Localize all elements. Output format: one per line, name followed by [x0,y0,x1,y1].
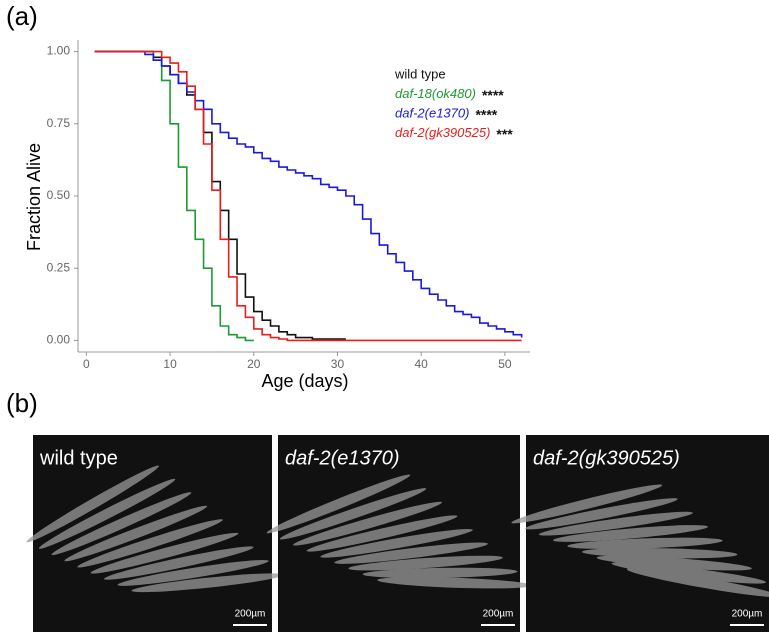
worm [90,532,239,574]
image-label: daf-2(e1370) [285,447,400,469]
legend-entry: daf-18(ok480) [395,86,476,101]
worm [279,488,427,540]
survival-curve [94,50,254,342]
x-tick-label: 0 [83,357,90,371]
legend-entry: wild type [394,66,446,81]
worms [511,484,769,598]
worm [524,498,678,530]
y-tick-label: 0.25 [47,260,71,274]
x-tick-label: 50 [498,357,512,371]
worm [567,537,723,550]
scale-bar-label: 200µm [483,609,514,620]
worms [26,465,284,593]
worm [103,546,254,580]
image-label: wild type [39,447,118,469]
x-tick-label: 10 [163,357,177,371]
legend-entry: daf-2(e1370) [395,105,469,120]
y-tick-label: 1.00 [47,44,71,58]
worm [266,474,411,534]
survival-curve [94,50,522,342]
worm [611,562,766,584]
significance: *** [496,126,513,142]
x-tick-label: 40 [415,357,429,371]
worm [362,567,518,579]
worm [51,492,192,556]
worm [334,542,488,564]
x-axis-label: Age (days) [261,371,348,391]
worm [293,501,442,546]
survival-curve [94,50,346,340]
scale-bar-label: 200µm [732,609,763,620]
significance: **** [475,107,497,123]
y-tick-label: 0.50 [47,188,71,202]
worm [553,525,708,542]
worm [320,529,473,558]
worm [377,577,533,589]
worm [538,511,693,536]
y-tick-label: 0.00 [47,333,71,347]
worm [38,478,176,549]
worm [596,555,752,571]
y-axis-label: Fraction Alive [24,143,44,251]
worm [348,555,503,571]
legend-entry: daf-2(gk390525) [395,125,490,140]
worm [626,568,769,598]
x-tick-label: 30 [331,357,345,371]
worm [131,573,284,593]
worm [117,559,269,586]
significance: **** [482,87,504,103]
x-tick-label: 20 [247,357,261,371]
scale-bar-label: 200µm [235,609,266,620]
y-tick-label: 0.75 [47,116,71,130]
worm [306,515,458,552]
panel-label: (a) [6,1,38,31]
worm [77,519,223,568]
worm [26,465,160,543]
worms [266,474,533,589]
worm [64,505,208,562]
image-label: daf-2(gk390525) [533,447,680,469]
panel-label: (b) [6,388,38,418]
worm [511,484,663,524]
